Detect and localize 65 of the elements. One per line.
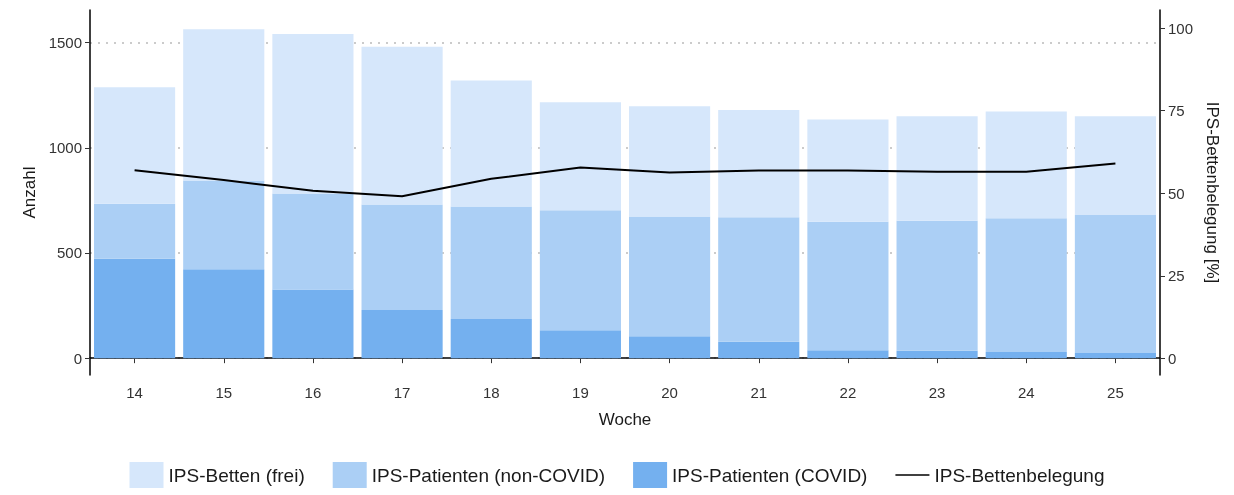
bar <box>272 193 354 290</box>
x-tick-label: 24 <box>1017 384 1035 401</box>
bar <box>985 111 1067 219</box>
bar <box>807 350 889 359</box>
legend-label: IPS-Betten (frei) <box>168 464 305 486</box>
x-tick-label: 18 <box>482 384 500 401</box>
bar <box>272 289 354 359</box>
legend-label: IPS-Patienten (COVID) <box>672 464 868 486</box>
y-tick-label: 500 <box>56 244 82 262</box>
bar <box>183 269 265 359</box>
bar <box>718 217 800 342</box>
bar <box>807 119 889 222</box>
bar <box>985 352 1067 359</box>
x-tick-label: 16 <box>304 384 322 401</box>
y-axis-title: Anzahl <box>19 166 39 219</box>
bar <box>718 341 800 359</box>
bar <box>539 210 621 331</box>
legend-label: IPS-Bettenbelegung <box>934 464 1105 486</box>
y2-tick-label: 0 <box>1168 349 1177 367</box>
bar <box>450 80 532 207</box>
bar <box>896 220 978 351</box>
y-tick-label: 1500 <box>48 34 82 52</box>
y2-tick-label: 75 <box>1168 102 1185 120</box>
bar <box>807 221 889 351</box>
bar <box>450 206 532 320</box>
y2-tick-label: 50 <box>1168 184 1185 202</box>
bar <box>183 29 265 181</box>
bar <box>272 33 354 194</box>
bar <box>896 350 978 359</box>
bar <box>94 203 176 259</box>
y-tick-label: 0 <box>73 349 82 367</box>
bar <box>539 102 621 211</box>
x-tick-label: 25 <box>1107 384 1124 401</box>
bar <box>629 336 711 359</box>
bar <box>183 180 265 270</box>
bar <box>629 216 711 337</box>
bar <box>539 330 621 359</box>
legend-label: IPS-Patienten (non-COVID) <box>371 464 606 486</box>
bar <box>94 258 176 359</box>
bar <box>361 204 443 310</box>
bar <box>896 116 978 221</box>
bar <box>1074 215 1156 354</box>
x-tick-label: 22 <box>839 384 857 401</box>
x-tick-label: 19 <box>572 384 589 401</box>
bar <box>361 309 443 359</box>
x-tick-label: 14 <box>126 384 143 401</box>
bar <box>361 46 443 205</box>
bar <box>718 109 800 218</box>
line-series <box>133 162 1117 198</box>
y2-tick-label: 100 <box>1168 19 1194 37</box>
bar <box>1074 353 1156 359</box>
bar <box>450 319 532 359</box>
x-tick-label: 17 <box>393 384 411 401</box>
y2-tick-label: 25 <box>1168 267 1185 285</box>
bar <box>985 218 1067 353</box>
bar <box>629 106 711 217</box>
x-tick-label: 20 <box>661 384 678 401</box>
x-tick-label: 21 <box>750 384 768 401</box>
bar <box>94 87 176 204</box>
y-tick-label: 1000 <box>48 139 82 157</box>
bar <box>1074 116 1156 216</box>
x-tick-label: 23 <box>928 384 946 401</box>
x-tick-label: 15 <box>215 384 233 401</box>
y2-axis-title: IPS-Bettenbelegung [%] <box>1202 101 1222 284</box>
x-axis-title: Woche <box>598 410 652 429</box>
